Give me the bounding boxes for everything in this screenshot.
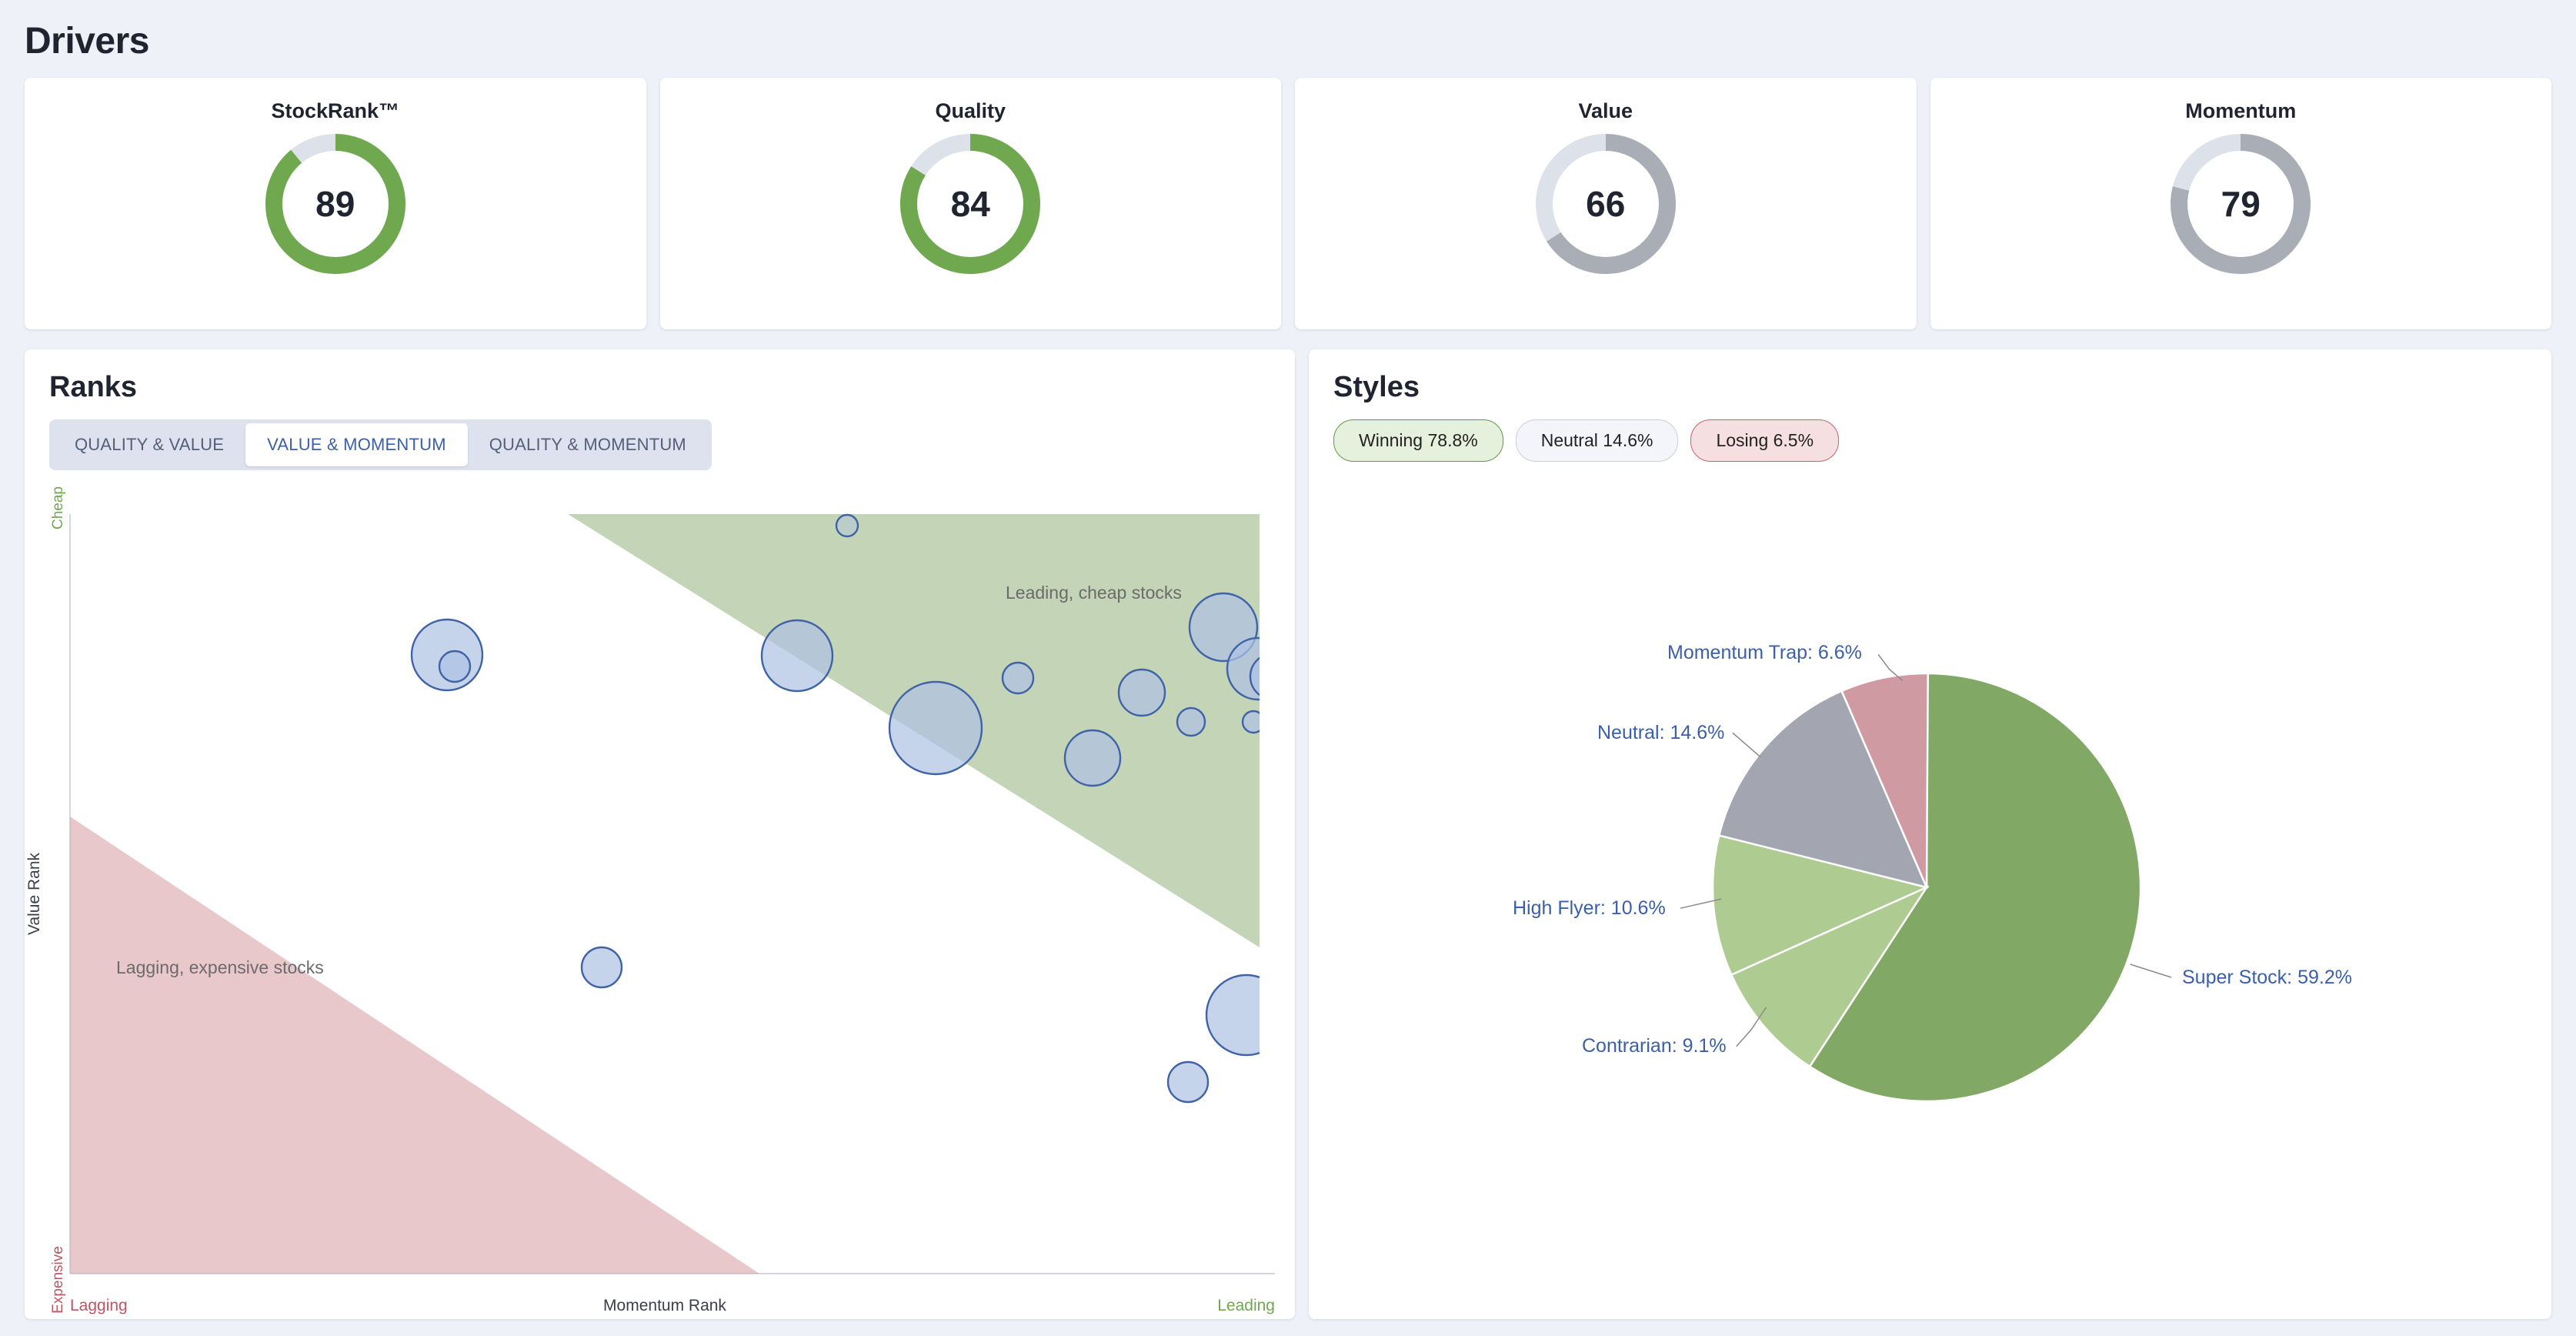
svg-text:High Flyer: 10.6%: High Flyer: 10.6% <box>1513 897 1666 919</box>
svg-text:Expensive: Expensive <box>50 1246 66 1314</box>
svg-text:Super Stock: 59.2%: Super Stock: 59.2% <box>2182 967 2352 988</box>
svg-text:Lagging, expensive stocks: Lagging, expensive stocks <box>116 957 324 977</box>
svg-text:Lagging: Lagging <box>70 1297 128 1314</box>
svg-text:Value Rank: Value Rank <box>25 852 43 935</box>
svg-text:Neutral: 14.6%: Neutral: 14.6% <box>1597 722 1724 743</box>
svg-text:Contrarian: 9.1%: Contrarian: 9.1% <box>1582 1035 1727 1057</box>
svg-text:Cheap: Cheap <box>50 486 66 529</box>
svg-text:Leading, cheap stocks: Leading, cheap stocks <box>1006 583 1182 603</box>
svg-text:Momentum Trap: 6.6%: Momentum Trap: 6.6% <box>1667 642 1862 663</box>
svg-text:Momentum Rank: Momentum Rank <box>603 1297 726 1314</box>
svg-text:Leading: Leading <box>1217 1297 1275 1314</box>
